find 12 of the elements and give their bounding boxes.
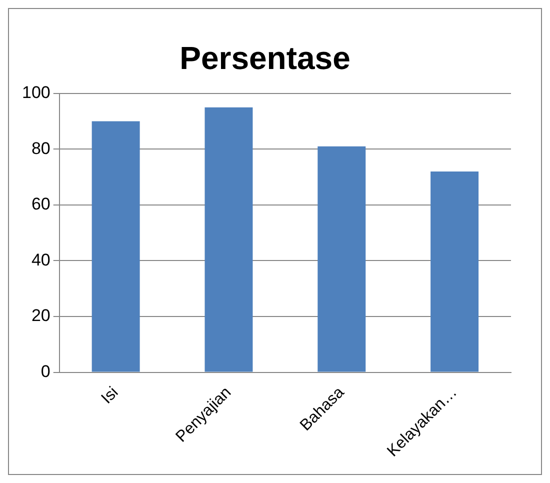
y-tick-label: 60 <box>31 194 50 214</box>
bar <box>92 121 140 372</box>
x-tick-label: Isi <box>98 384 122 408</box>
y-tick-label: 80 <box>31 138 50 158</box>
bar <box>204 107 253 372</box>
chart-title: Persentase <box>180 40 350 76</box>
y-tick-label: 20 <box>31 306 50 326</box>
bar <box>430 171 479 372</box>
bar <box>318 146 366 372</box>
y-tick-label: 40 <box>31 250 50 270</box>
y-tick-label: 100 <box>22 83 50 102</box>
y-tick-label: 0 <box>40 362 50 381</box>
